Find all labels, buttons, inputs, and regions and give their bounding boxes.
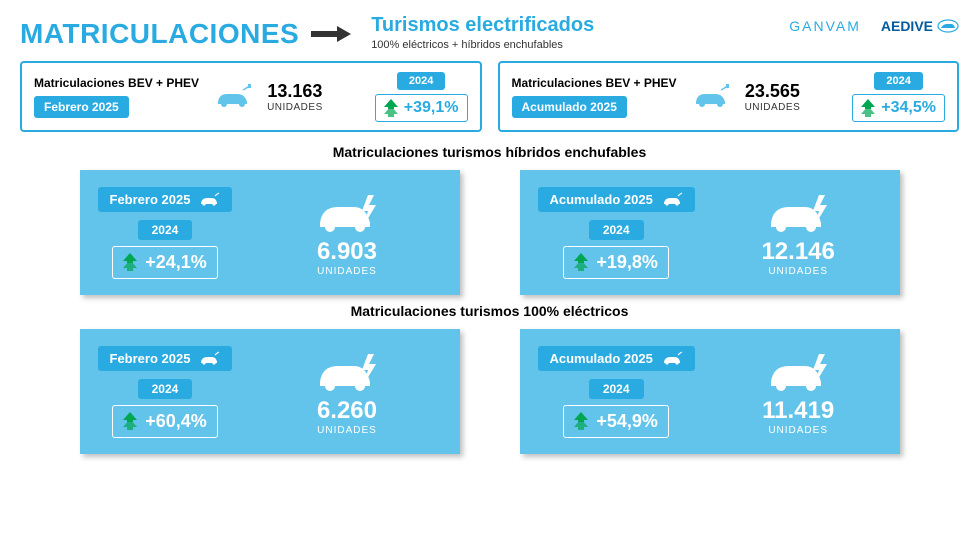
units-number: 6.260 [252,397,441,425]
section-title-bev: Matriculaciones turismos 100% eléctricos [20,303,959,319]
subtitle: Turismos electrificados [371,14,789,37]
units-label: UNIDADES [745,102,801,113]
arrow-right-icon [311,24,351,44]
period-label: Acumulado 2025 [550,192,653,207]
units-number: 23.565 [745,81,801,102]
change-value: +19,8% [596,252,658,273]
ev-car-icon [691,84,731,110]
ev-car-bolt-icon [763,189,833,234]
top-box-label: Matriculaciones BEV + PHEV [34,76,199,90]
units-block: 13.163 UNIDADES [267,81,323,113]
units-label: UNIDADES [252,425,441,436]
change-value: +24,1% [145,252,207,273]
period-pill: Acumulado 2025 [538,187,695,212]
card-row-phev: Febrero 2025 2024 +24,1% [20,170,959,295]
change-box: +24,1% [112,246,218,279]
up-arrow-icon [123,412,137,430]
up-arrow-icon [574,412,588,430]
card-right: 6.903 UNIDADES [252,189,441,277]
period-label: Febrero 2025 [110,192,191,207]
card-left: Febrero 2025 2024 +24,1% [98,187,233,279]
card-right: 11.419 UNIDADES [715,348,882,436]
units-number: 6.903 [252,238,441,266]
subtitle-block: Turismos electrificados 100% eléctricos … [371,14,789,51]
compare-year-pill: 2024 [397,72,445,90]
change-value: +54,9% [596,411,658,432]
change-block: 2024 +39,1% [375,71,468,122]
card-row-bev: Febrero 2025 2024 +60,4% [20,329,959,454]
change-value: +60,4% [145,411,207,432]
units-label: UNIDADES [252,266,441,277]
stat-card: Febrero 2025 2024 +24,1% [80,170,460,295]
change-block: 2024 +34,5% [852,71,945,122]
period-pill: Febrero 2025 [98,187,233,212]
change-box: +34,5% [852,94,945,122]
card-left: Acumulado 2025 2024 +54,9% [538,346,695,438]
logos: GANVAM AEDIVE [789,18,959,34]
units-label: UNIDADES [715,266,882,277]
section-title-phev: Matriculaciones turismos híbridos enchuf… [20,144,959,160]
units-label: UNIDADES [267,102,323,113]
compare-year-pill: 2024 [138,379,193,399]
up-arrow-icon [384,99,398,117]
card-left: Acumulado 2025 2024 +19,8% [538,187,695,279]
up-arrow-icon [574,253,588,271]
units-label: UNIDADES [715,425,882,436]
change-box: +19,8% [563,246,669,279]
compare-year-pill: 2024 [589,379,644,399]
period-pill: Febrero 2025 [34,96,129,118]
period-pill: Acumulado 2025 [538,346,695,371]
compare-year-pill: 2024 [874,72,922,90]
logo-aedive: AEDIVE [881,18,959,34]
units-number: 13.163 [267,81,323,102]
change-value: +34,5% [881,99,936,117]
period-pill: Febrero 2025 [98,346,233,371]
ev-car-icon [213,84,253,110]
change-box: +54,9% [563,405,669,438]
ev-car-bolt-icon [312,348,382,393]
ev-car-icon [661,192,683,206]
page-title: MATRICULACIONES [20,18,299,50]
compare-year-pill: 2024 [138,220,193,240]
card-left: Febrero 2025 2024 +60,4% [98,346,233,438]
up-arrow-icon [123,253,137,271]
card-right: 6.260 UNIDADES [252,348,441,436]
change-box: +60,4% [112,405,218,438]
up-arrow-icon [861,99,875,117]
logo-ganvam: GANVAM [789,18,861,34]
top-box-febrero: Matriculaciones BEV + PHEV Febrero 2025 … [20,61,482,132]
change-box: +39,1% [375,94,468,122]
compare-year-pill: 2024 [589,220,644,240]
ev-car-bolt-icon [312,189,382,234]
units-number: 11.419 [715,397,882,425]
ev-car-icon [198,192,220,206]
change-value: +39,1% [404,99,459,117]
period-pill: Acumulado 2025 [512,96,627,118]
stat-card: Acumulado 2025 2024 +19,8% [520,170,900,295]
card-right: 12.146 UNIDADES [715,189,882,277]
stat-card: Acumulado 2025 2024 +54,9% [520,329,900,454]
header-row: MATRICULACIONES Turismos electrificados … [20,14,959,51]
top-box-left: Matriculaciones BEV + PHEV Acumulado 202… [512,76,677,118]
period-label: Febrero 2025 [110,351,191,366]
top-box-label: Matriculaciones BEV + PHEV [512,76,677,90]
top-box-left: Matriculaciones BEV + PHEV Febrero 2025 [34,76,199,118]
units-number: 12.146 [715,238,882,266]
ev-car-icon [198,351,220,365]
stat-card: Febrero 2025 2024 +60,4% [80,329,460,454]
logo-aedive-text: AEDIVE [881,18,933,34]
top-box-acumulado: Matriculaciones BEV + PHEV Acumulado 202… [498,61,960,132]
ev-car-icon [661,351,683,365]
subtitle-sub: 100% eléctricos + híbridos enchufables [371,39,789,51]
top-summary-row: Matriculaciones BEV + PHEV Febrero 2025 … [20,61,959,132]
ev-car-bolt-icon [763,348,833,393]
period-label: Acumulado 2025 [550,351,653,366]
units-block: 23.565 UNIDADES [745,81,801,113]
